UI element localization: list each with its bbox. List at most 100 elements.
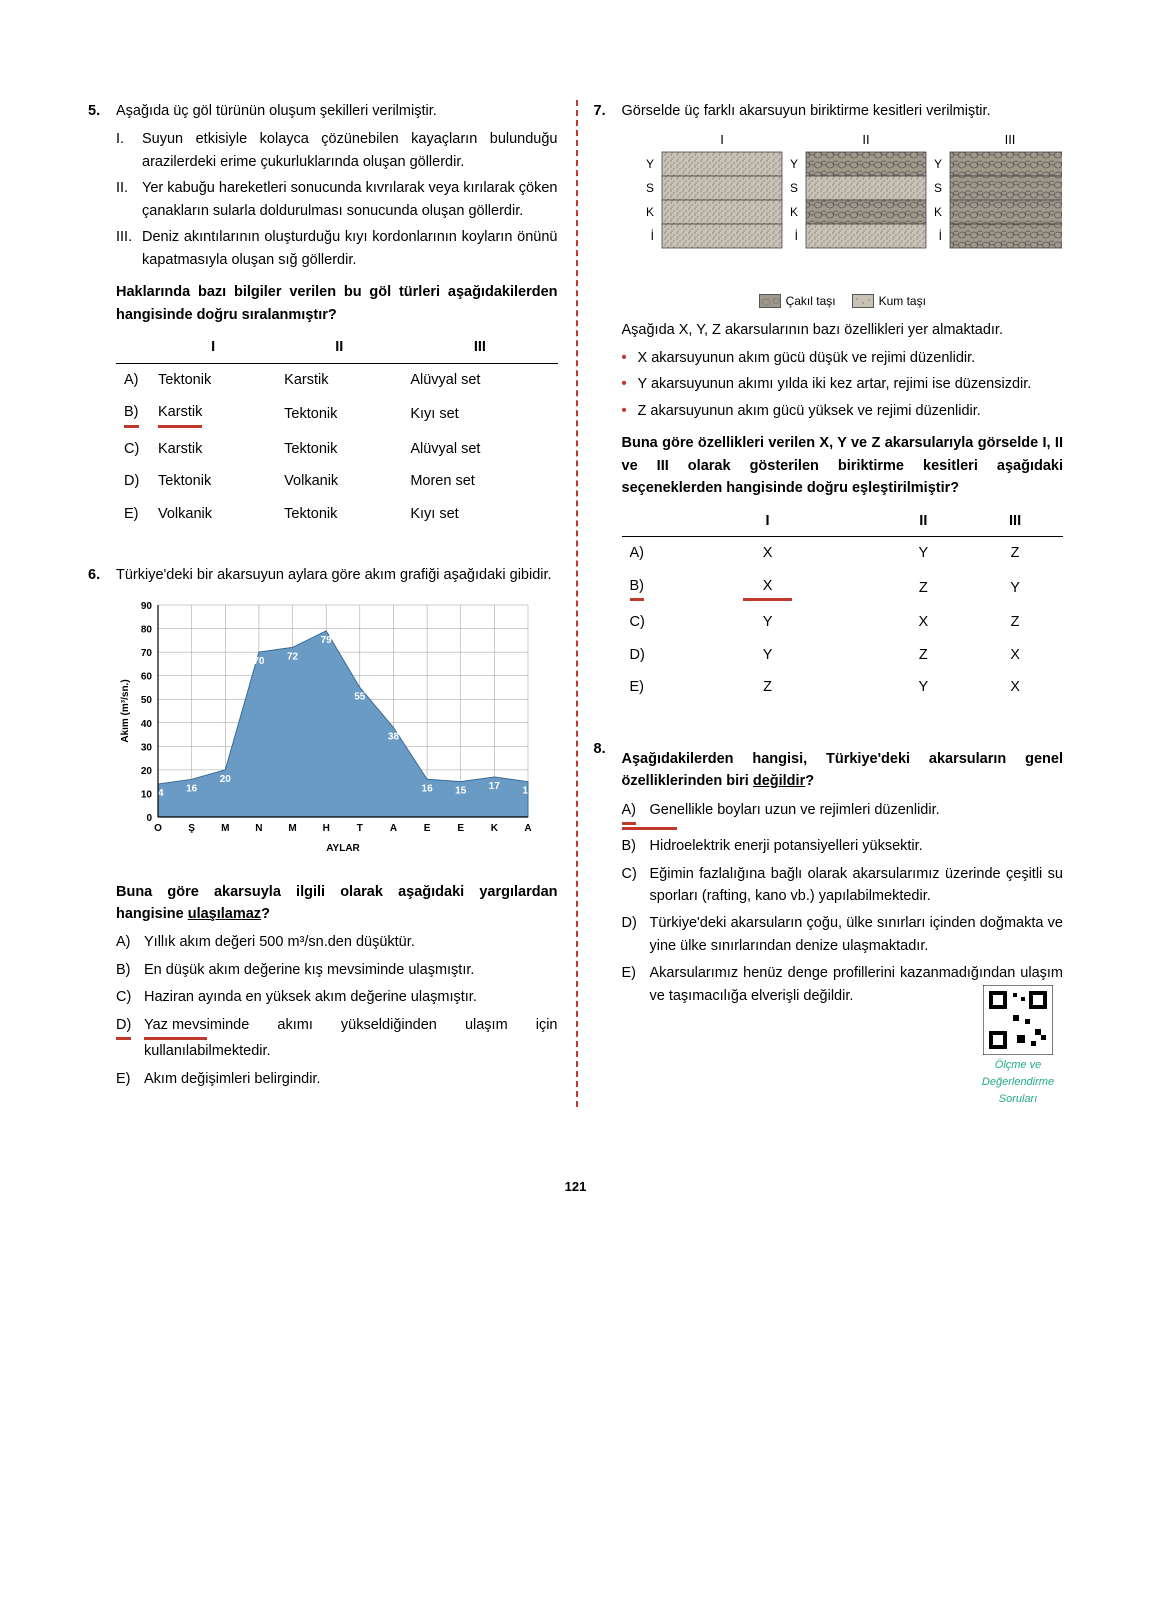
option-row[interactable]: C)KarstikTektonikAlüvyal set bbox=[116, 433, 558, 465]
option-row[interactable]: E)ZYX bbox=[622, 671, 1064, 703]
svg-text:M: M bbox=[221, 823, 229, 834]
question-body: Aşağıdakilerden hangisi, Türkiye'deki ak… bbox=[622, 738, 1064, 1113]
question-6: 6. Türkiye'deki bir akarsuyun aylara gör… bbox=[88, 564, 558, 1095]
svg-text:15: 15 bbox=[522, 785, 534, 796]
option-row[interactable]: B)Hidroelektrik enerji potansiyelleri yü… bbox=[622, 835, 1064, 857]
svg-text:Ş: Ş bbox=[188, 823, 195, 834]
bullet-list: X akarsuyunun akım gücü düşük ve rejimi … bbox=[622, 347, 1064, 422]
area-chart-svg: 0102030405060708090141620707279553816151… bbox=[116, 597, 536, 867]
option-row[interactable]: E)VolkanikTektonikKıyı set bbox=[116, 498, 558, 530]
svg-text:50: 50 bbox=[141, 695, 153, 706]
col-header: III bbox=[402, 332, 557, 363]
svg-text:70: 70 bbox=[253, 656, 265, 667]
svg-text:A: A bbox=[390, 823, 397, 834]
option-row[interactable]: B)XZY bbox=[622, 570, 1064, 606]
option-row[interactable]: C)Eğimin fazlalığına bağlı olarak akarsu… bbox=[622, 863, 1064, 908]
col-header: II bbox=[276, 332, 402, 363]
question-body: Türkiye'deki bir akarsuyun aylara göre a… bbox=[116, 564, 558, 1095]
svg-text:Y: Y bbox=[789, 157, 797, 171]
svg-text:T: T bbox=[357, 823, 363, 834]
svg-text:79: 79 bbox=[321, 634, 333, 645]
svg-text:15: 15 bbox=[455, 785, 467, 796]
column-divider bbox=[576, 100, 578, 1107]
question-number: 8. bbox=[594, 738, 622, 1113]
svg-text:K: K bbox=[645, 205, 653, 219]
svg-text:O: O bbox=[154, 823, 162, 834]
svg-text:İ: İ bbox=[650, 229, 653, 243]
svg-text:K: K bbox=[789, 205, 797, 219]
col-header: III bbox=[967, 506, 1063, 537]
option-row[interactable]: A)TektonikKarstikAlüvyal set bbox=[116, 363, 558, 396]
roman-numeral: I. bbox=[116, 128, 142, 173]
qr-code-box[interactable]: Ölçme veDeğerlendirmeSoruları bbox=[973, 985, 1063, 1108]
options-list: A)Yıllık akım değeri 500 m³/sn.den düşük… bbox=[116, 931, 558, 1090]
svg-text:K: K bbox=[491, 823, 499, 834]
svg-text:S: S bbox=[789, 181, 797, 195]
svg-text:İ: İ bbox=[938, 229, 941, 243]
option-row[interactable]: D)Türkiye'deki akarsuların çoğu, ülke sı… bbox=[622, 912, 1064, 957]
col-header: II bbox=[880, 506, 968, 537]
options-list: A)Genellikle boyları uzun ve rejimleri d… bbox=[622, 799, 1064, 1108]
svg-text:III: III bbox=[1004, 132, 1015, 147]
bullet-item: Y akarsuyunun akımı yılda iki kez artar,… bbox=[622, 373, 1064, 395]
question-number: 6. bbox=[88, 564, 116, 1095]
svg-text:E: E bbox=[424, 823, 431, 834]
option-row[interactable]: D)Yaz mevsiminde akımı yükseldiğinden ul… bbox=[116, 1014, 558, 1063]
question-number: 5. bbox=[88, 100, 116, 530]
svg-text:H: H bbox=[323, 823, 330, 834]
sediment-svg: IYSKİIIYSKİIIIYSKİ bbox=[622, 130, 1062, 280]
svg-text:30: 30 bbox=[141, 742, 153, 753]
svg-text:S: S bbox=[933, 181, 941, 195]
question-stem: Aşağıdakilerden hangisi, Türkiye'deki ak… bbox=[622, 748, 1064, 793]
svg-text:K: K bbox=[933, 205, 941, 219]
question-7: 7. Görselde üç farklı akarsuyun biriktir… bbox=[594, 100, 1064, 704]
intro-text: Görselde üç farklı akarsuyun biriktirme … bbox=[622, 100, 1064, 122]
option-row[interactable]: A)XYZ bbox=[622, 537, 1064, 570]
option-row[interactable]: B)KarstikTektonikKıyı set bbox=[116, 396, 558, 432]
page-number: 121 bbox=[70, 1177, 1081, 1197]
intro-text: Türkiye'deki bir akarsuyun aylara göre a… bbox=[116, 564, 558, 586]
svg-text:Y: Y bbox=[645, 157, 653, 171]
option-row[interactable]: C)Haziran ayında en yüksek akım değerine… bbox=[116, 986, 558, 1008]
option-row[interactable]: D)TektonikVolkanikMoren set bbox=[116, 465, 558, 497]
diagram-legend: Çakıl taşı Kum taşı bbox=[622, 292, 1064, 311]
svg-text:Y: Y bbox=[933, 157, 941, 171]
col-header: I bbox=[656, 506, 880, 537]
svg-text:90: 90 bbox=[141, 601, 153, 612]
option-row[interactable]: B)En düşük akım değerine kış mevsiminde … bbox=[116, 959, 558, 981]
svg-text:20: 20 bbox=[141, 765, 153, 776]
page: 5. Aşağıda üç göl türünün oluşum şekille… bbox=[70, 100, 1081, 1147]
svg-text:20: 20 bbox=[220, 773, 232, 784]
question-body: Görselde üç farklı akarsuyun biriktirme … bbox=[622, 100, 1064, 704]
svg-text:E: E bbox=[457, 823, 464, 834]
question-number: 7. bbox=[594, 100, 622, 704]
option-row[interactable]: E)Akım değişimleri belirgindir. bbox=[116, 1068, 558, 1090]
question-body: Aşağıda üç göl türünün oluşum şekilleri … bbox=[116, 100, 558, 530]
options-table: I II III A)TektonikKarstikAlüvyal setB)K… bbox=[116, 332, 558, 530]
svg-text:Akım (m³/sn.): Akım (m³/sn.) bbox=[120, 679, 131, 742]
svg-text:I: I bbox=[720, 132, 724, 147]
option-row[interactable]: C)YXZ bbox=[622, 606, 1064, 638]
roman-numeral: III. bbox=[116, 226, 142, 271]
option-row[interactable]: A)Genellikle boyları uzun ve rejimleri d… bbox=[622, 799, 1064, 830]
bullet-item: X akarsuyunun akım gücü düşük ve rejimi … bbox=[622, 347, 1064, 369]
svg-text:N: N bbox=[255, 823, 262, 834]
svg-text:80: 80 bbox=[141, 624, 153, 635]
svg-text:İ: İ bbox=[794, 229, 797, 243]
svg-text:72: 72 bbox=[287, 651, 299, 662]
question-stem: Buna göre özellikleri verilen X, Y ve Z … bbox=[622, 432, 1064, 499]
svg-text:AYLAR: AYLAR bbox=[326, 843, 360, 854]
option-row[interactable]: A)Yıllık akım değeri 500 m³/sn.den düşük… bbox=[116, 931, 558, 953]
svg-text:60: 60 bbox=[141, 671, 153, 682]
svg-text:S: S bbox=[645, 181, 653, 195]
roman-text: Suyun etkisiyle kolayca çözünebilen kaya… bbox=[142, 128, 558, 173]
svg-text:17: 17 bbox=[489, 780, 501, 791]
option-row[interactable]: E)Akarsularımız henüz denge profillerini… bbox=[622, 962, 1064, 1108]
svg-text:M: M bbox=[288, 823, 296, 834]
mid-text: Aşağıda X, Y, Z akarsularının bazı özell… bbox=[622, 319, 1064, 341]
qr-code-icon bbox=[983, 985, 1053, 1055]
intro-text: Aşağıda üç göl türünün oluşum şekilleri … bbox=[116, 100, 558, 122]
question-stem: Haklarında bazı bilgiler verilen bu göl … bbox=[116, 281, 558, 326]
svg-text:A: A bbox=[524, 823, 531, 834]
option-row[interactable]: D)YZX bbox=[622, 639, 1064, 671]
